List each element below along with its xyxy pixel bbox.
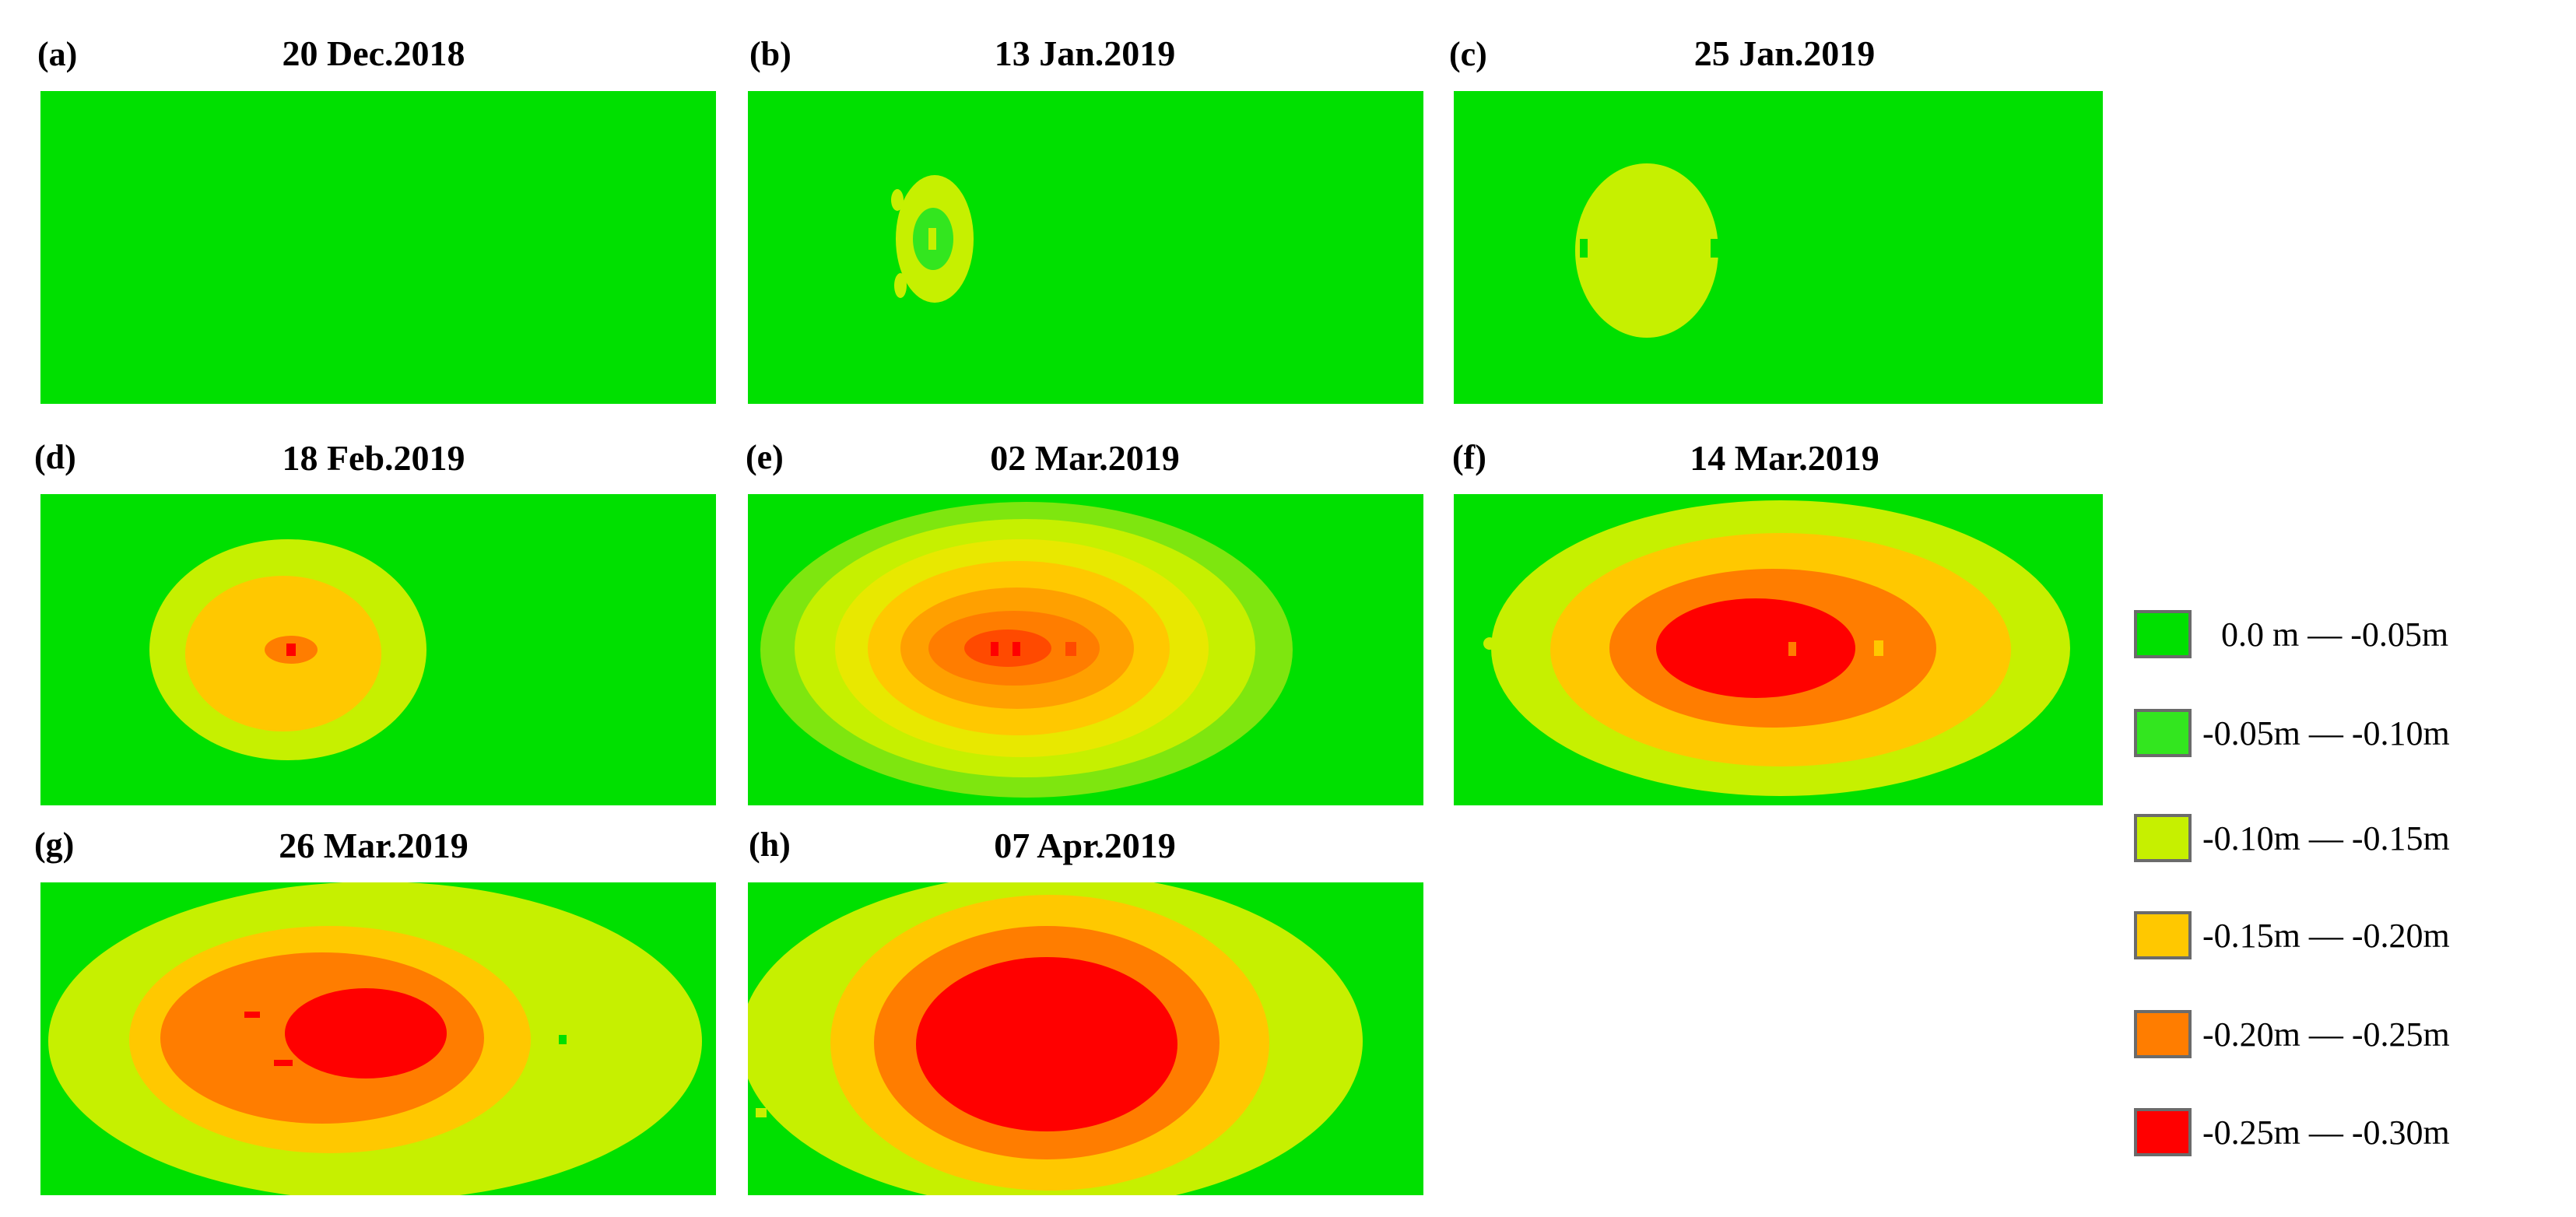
subsidence-map [40, 91, 716, 404]
subsidence-map [40, 494, 716, 805]
legend-label: -0.10m — -0.15m [2202, 819, 2450, 858]
subsidence-map [748, 882, 1423, 1195]
legend-item: -0.25m — -0.30m [2134, 1101, 2450, 1163]
legend-swatch [2134, 814, 2192, 862]
legend-item: -0.15m — -0.20m [2134, 904, 2450, 966]
legend-swatch [2134, 1108, 2192, 1156]
panel-letter: (e) [746, 438, 784, 476]
subsidence-map [40, 882, 716, 1195]
legend-swatch [2134, 709, 2192, 757]
panel-date: 18 Feb.2019 [282, 438, 465, 478]
panel-date: 13 Jan.2019 [994, 33, 1176, 73]
panel-letter: (b) [749, 35, 791, 73]
panel-date: 26 Mar.2019 [279, 826, 469, 865]
panel-letter: (h) [749, 826, 791, 864]
legend-swatch [2134, 610, 2192, 658]
panel-letter: (f) [1452, 438, 1486, 476]
legend-label: -0.25m — -0.30m [2202, 1113, 2450, 1152]
panel-date: 20 Dec.2018 [282, 33, 465, 73]
legend-label: -0.15m — -0.20m [2202, 916, 2450, 955]
panel-letter: (c) [1449, 35, 1487, 73]
legend-label: 0.0 m — -0.05m [2221, 615, 2449, 654]
legend-swatch [2134, 911, 2192, 959]
legend-item: -0.10m — -0.15m [2134, 807, 2450, 869]
legend-item: -0.20m — -0.25m [2134, 1003, 2450, 1065]
panel-letter: (a) [37, 35, 78, 73]
panel-date: 07 Apr.2019 [994, 826, 1176, 865]
legend-swatch [2134, 1010, 2192, 1058]
subsidence-map [1454, 91, 2103, 404]
legend-item: 0.0 m — -0.05m [2134, 603, 2448, 665]
panel-date: 25 Jan.2019 [1693, 33, 1876, 73]
legend-item: -0.05m — -0.10m [2134, 702, 2450, 764]
subsidence-map [748, 494, 1423, 805]
panel-date: 14 Mar.2019 [1690, 438, 1879, 478]
panel-date: 02 Mar.2019 [990, 438, 1180, 478]
panel-letter: (g) [34, 826, 75, 864]
legend-label: -0.20m — -0.25m [2202, 1015, 2450, 1054]
subsidence-map [1454, 494, 2103, 805]
legend-label: -0.05m — -0.10m [2202, 714, 2450, 752]
panel-letter: (d) [34, 438, 76, 476]
subsidence-map [748, 91, 1423, 404]
